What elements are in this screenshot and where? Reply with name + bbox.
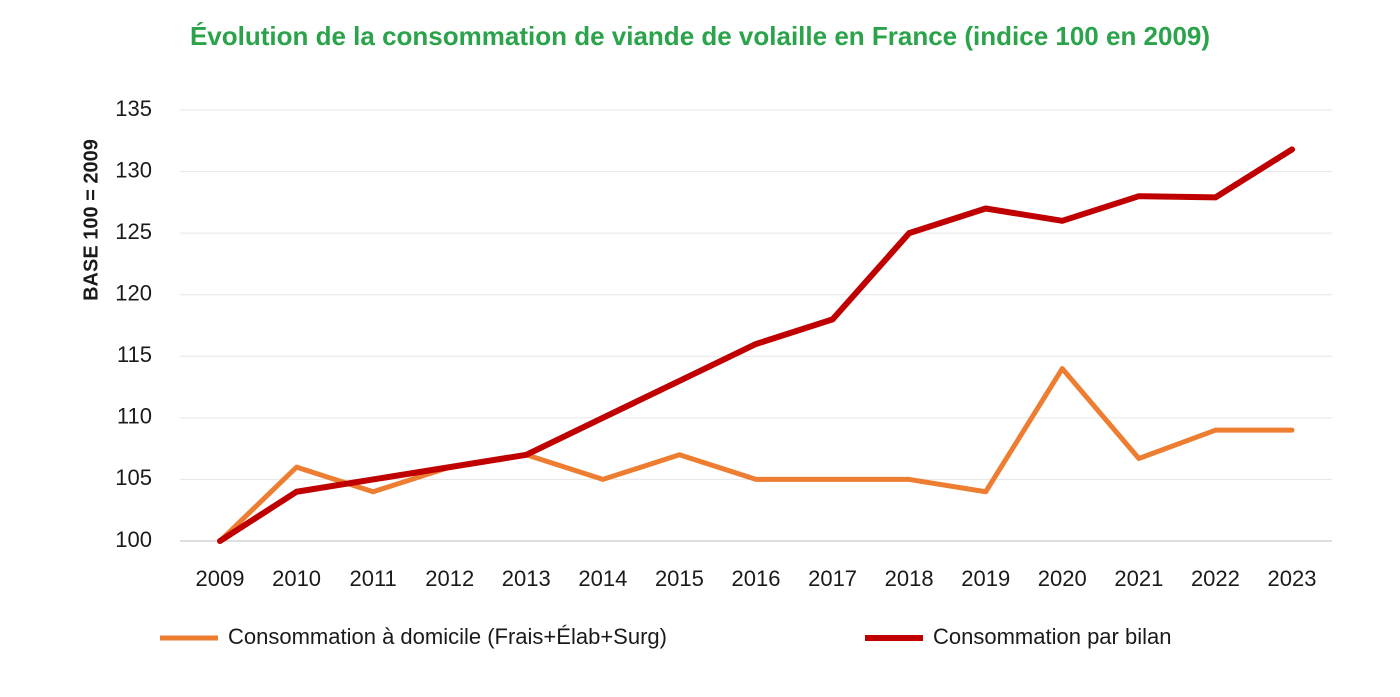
x-tick-label: 2010 xyxy=(272,566,321,591)
x-tick-label: 2022 xyxy=(1191,566,1240,591)
series-line xyxy=(217,366,1295,544)
x-tick-label: 2018 xyxy=(885,566,934,591)
x-tick-label: 2020 xyxy=(1038,566,1087,591)
x-tick-label: 2019 xyxy=(961,566,1010,591)
series-line xyxy=(217,146,1295,544)
x-tick-label: 2013 xyxy=(502,566,551,591)
y-tick-label: 105 xyxy=(115,465,152,490)
y-tick-label: 115 xyxy=(117,342,152,367)
y-tick-label: 130 xyxy=(115,157,152,182)
x-tick-label: 2021 xyxy=(1114,566,1163,591)
legend-label: Consommation à domicile (Frais+Élab+Surg… xyxy=(228,624,667,649)
x-tick-label: 2016 xyxy=(732,566,781,591)
legend-label: Consommation par bilan xyxy=(933,624,1171,649)
chart-title: Évolution de la consommation de viande d… xyxy=(190,21,1210,51)
y-axis-label: BASE 100 = 2009 xyxy=(80,139,102,301)
x-tick-label: 2015 xyxy=(655,566,704,591)
x-tick-label: 2009 xyxy=(196,566,245,591)
y-tick-label: 120 xyxy=(115,281,152,306)
x-tick-label: 2014 xyxy=(578,566,627,591)
x-tick-label: 2017 xyxy=(808,566,857,591)
x-tick-label: 2012 xyxy=(425,566,474,591)
y-tick-label: 110 xyxy=(117,404,152,429)
y-tick-label: 125 xyxy=(115,219,152,244)
y-tick-label: 135 xyxy=(115,96,152,121)
y-tick-label: 100 xyxy=(115,527,152,552)
x-tick-label: 2023 xyxy=(1268,566,1317,591)
x-tick-label: 2011 xyxy=(349,566,396,591)
